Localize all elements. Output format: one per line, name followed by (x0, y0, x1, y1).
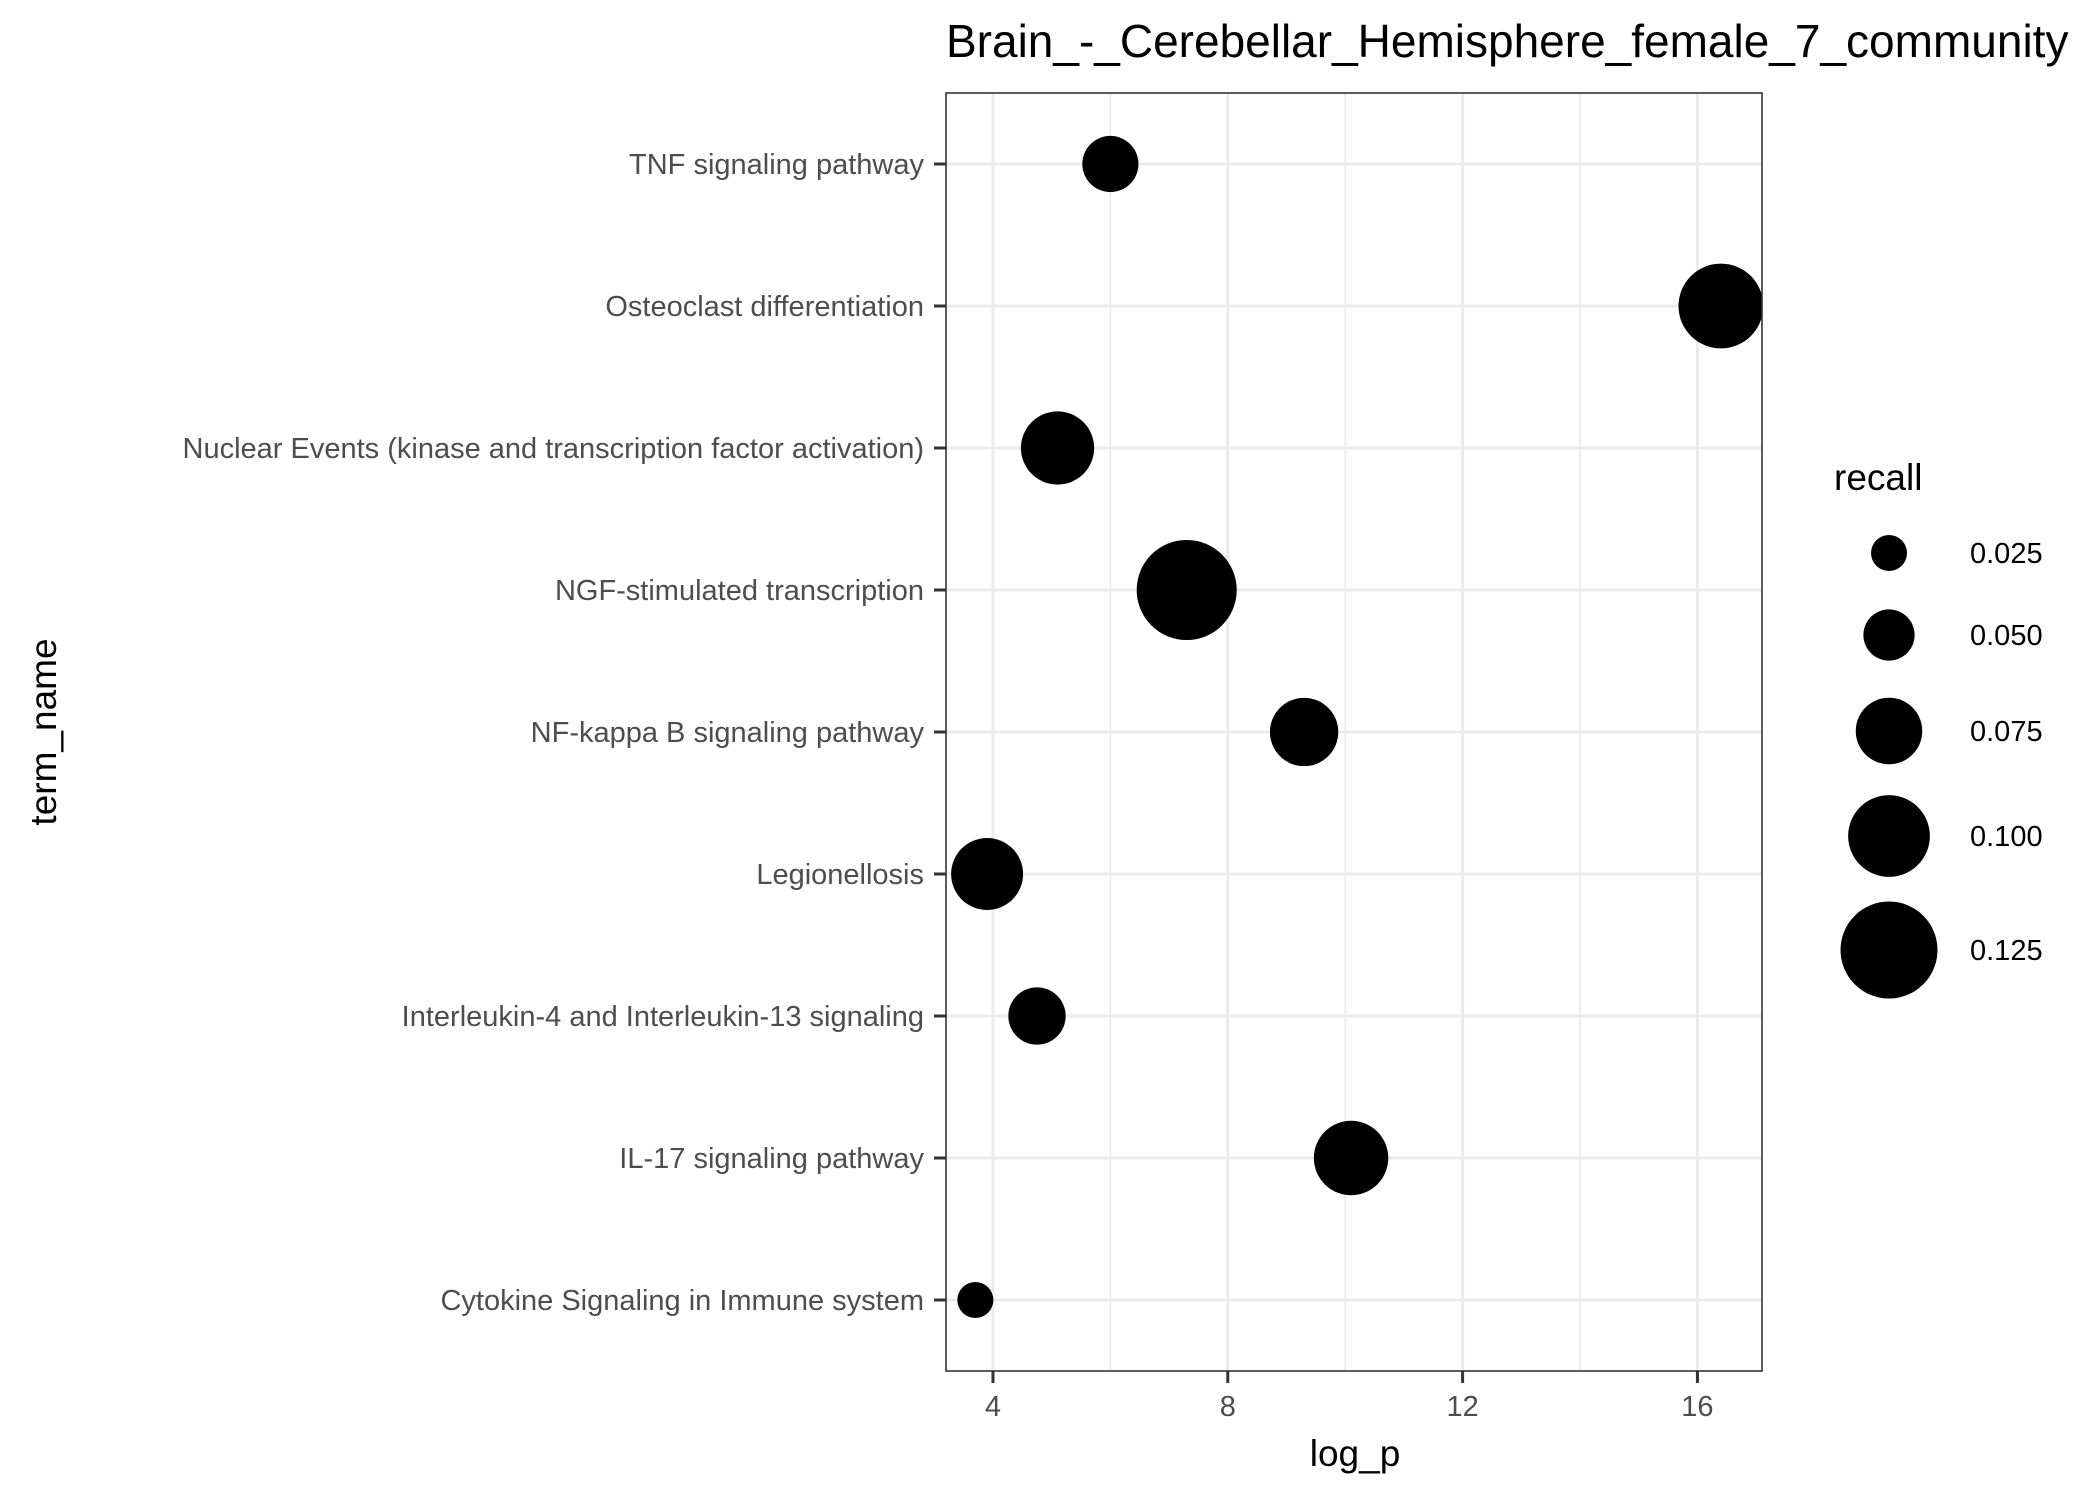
legend-key (1840, 901, 1938, 999)
data-point (1008, 987, 1066, 1045)
y-tick-label: NGF-stimulated transcription (555, 575, 924, 607)
legend-label: 0.050 (1970, 620, 2043, 652)
data-point (951, 838, 1024, 910)
y-tick-label: Cytokine Signaling in Immune system (440, 1285, 924, 1317)
chart-title: Brain_-_Cerebellar_Hemisphere_female_7_c… (946, 15, 2068, 67)
legend-key (1855, 697, 1923, 765)
x-axis-title: log_p (1310, 1433, 1401, 1474)
legend-key (1871, 535, 1907, 571)
legend-label: 0.125 (1970, 935, 2043, 967)
panel-border (945, 92, 1763, 1372)
data-point (1678, 263, 1762, 349)
legend: recall 0.025 0.050 0.075 0.100 0.125 (1834, 457, 2043, 999)
x-tick-label: 8 (1220, 1391, 1236, 1423)
y-tick-label: Interleukin-4 and Interleukin-13 signali… (402, 1001, 924, 1033)
data-points (951, 135, 1762, 1318)
x-tick-label: 16 (1681, 1391, 1713, 1423)
data-point (957, 1282, 994, 1318)
y-tick-label: IL-17 signaling pathway (619, 1143, 924, 1175)
data-point (1136, 539, 1237, 641)
y-tick-label: Legionellosis (756, 859, 924, 891)
x-tick-label: 4 (985, 1391, 1001, 1423)
y-tick-label: TNF signaling pathway (629, 149, 924, 181)
legend-label: 0.100 (1970, 821, 2043, 853)
y-tick-label: Osteoclast differentiation (605, 291, 924, 323)
data-point (1020, 411, 1095, 485)
y-tick-label: Nuclear Events (kinase and transcription… (183, 433, 924, 465)
grid-major (946, 93, 1762, 1371)
x-tick-label: 12 (1446, 1391, 1478, 1423)
legend-entries: 0.025 0.050 0.075 0.100 0.125 (1840, 535, 2043, 999)
y-axis: TNF signaling pathway Osteoclast differen… (183, 149, 946, 1317)
legend-title: recall (1834, 457, 1922, 498)
data-point (1269, 697, 1339, 767)
legend-key (1848, 795, 1930, 877)
legend-label: 0.075 (1970, 716, 2043, 748)
data-point (1082, 135, 1139, 193)
data-point (1313, 1120, 1389, 1196)
y-axis-title: term_name (23, 638, 64, 825)
legend-key (1863, 609, 1915, 661)
legend-label: 0.025 (1970, 538, 2043, 570)
x-axis: 4 8 12 16 (985, 1371, 1714, 1423)
y-tick-label: NF-kappa B signaling pathway (531, 717, 925, 749)
